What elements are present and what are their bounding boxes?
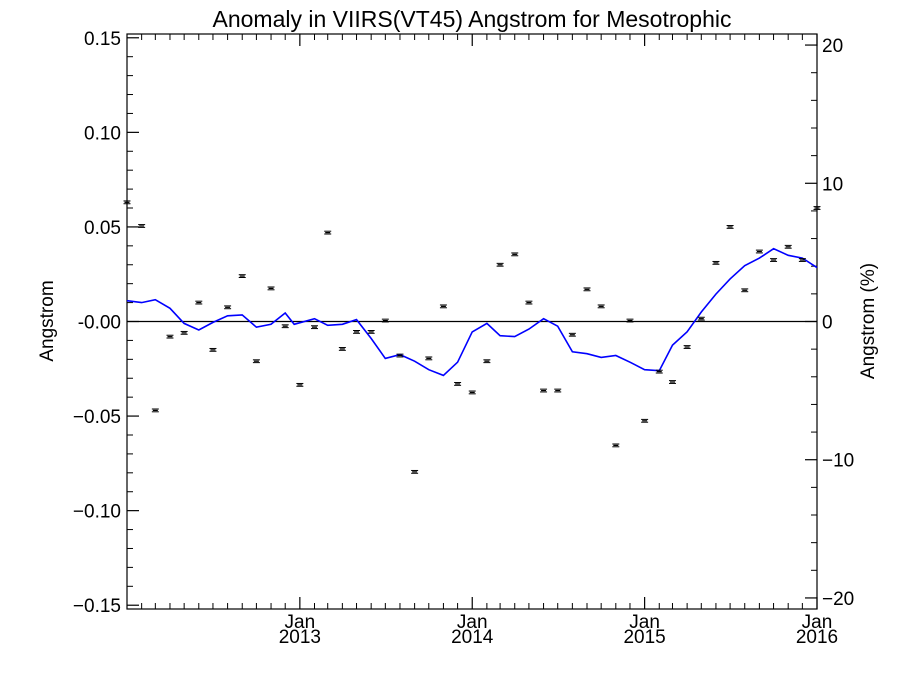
y-axis-right: 20 10 0 −10 −20 [805, 36, 854, 610]
data-point [195, 300, 203, 305]
data-point [281, 324, 289, 329]
data-point [381, 318, 389, 323]
data-point [726, 225, 734, 229]
data-point [668, 380, 676, 384]
data-point [683, 345, 691, 349]
data-point [296, 382, 304, 387]
data-point [511, 252, 519, 257]
data-point [612, 443, 620, 448]
data-point [252, 359, 260, 364]
x-tick-label-year: 2014 [451, 627, 494, 648]
data-point [166, 334, 174, 339]
data-point [813, 206, 821, 210]
data-point [641, 418, 649, 423]
x-tick-label-month: Jan [629, 612, 660, 633]
data-point [439, 304, 447, 309]
anomaly-line [126, 247, 818, 377]
data-point [583, 287, 591, 292]
data-point [568, 332, 576, 337]
data-point [770, 258, 778, 262]
anomaly-line-series [126, 247, 818, 377]
y-right-tick-label: 0 [822, 313, 833, 334]
y-tick-label: −0.10 [73, 502, 121, 523]
data-point [411, 469, 419, 474]
y-axis-right-label: Angstrom (%) [858, 263, 879, 379]
chart-title: Anomaly in VIIRS(VT45) Angstrom for Meso… [213, 6, 732, 32]
x-tick-label-year: 2015 [623, 627, 665, 648]
data-point [151, 408, 159, 413]
anomaly-points-series [123, 200, 821, 474]
data-point [396, 353, 404, 358]
data-point [123, 200, 131, 205]
x-tick-label-month: Jan [457, 612, 488, 633]
data-point [310, 325, 318, 330]
y-tick-label: 0.15 [84, 29, 121, 50]
data-point [238, 274, 246, 279]
data-point [353, 330, 361, 334]
data-point [209, 347, 217, 352]
data-point [655, 369, 663, 374]
y-tick-label: 0.05 [84, 218, 121, 239]
data-point [267, 286, 275, 291]
data-point [454, 382, 462, 386]
x-tick-label-year: 2013 [279, 627, 321, 648]
data-point [138, 224, 146, 228]
x-tick-label-month: Jan [802, 612, 833, 633]
data-point [554, 388, 562, 393]
data-point [224, 305, 232, 310]
data-point [468, 390, 476, 395]
data-point [697, 316, 705, 321]
data-point [324, 230, 332, 235]
y-tick-label: −0.15 [73, 596, 121, 617]
data-point [367, 330, 375, 334]
data-point [597, 304, 605, 309]
y-tick-label: 0.10 [84, 123, 121, 144]
y-right-tick-label: −10 [822, 451, 854, 472]
y-axis-label: Angstrom [37, 280, 58, 361]
data-point [496, 262, 504, 267]
data-point [784, 244, 792, 249]
data-point [180, 330, 188, 335]
data-point [712, 260, 720, 265]
x-tick-label-month: Jan [285, 612, 316, 633]
y-right-tick-label: 20 [822, 36, 843, 57]
y-tick-label: -0.00 [78, 313, 121, 334]
data-point [483, 359, 491, 364]
data-point [425, 356, 433, 361]
x-tick-label-year: 2016 [796, 627, 838, 648]
y-axis-left: 0.15 0.10 0.05 -0.00 −0.05 −0.10 −0.15 [73, 29, 139, 617]
data-point [540, 388, 548, 393]
y-right-tick-label: −20 [822, 589, 854, 610]
data-point [525, 300, 533, 305]
data-point [741, 288, 749, 293]
data-point [626, 318, 634, 323]
y-tick-label: −0.05 [73, 407, 121, 428]
data-point [798, 258, 806, 262]
y-right-tick-label: 10 [822, 174, 843, 195]
data-point [755, 249, 763, 254]
data-point [338, 347, 346, 351]
